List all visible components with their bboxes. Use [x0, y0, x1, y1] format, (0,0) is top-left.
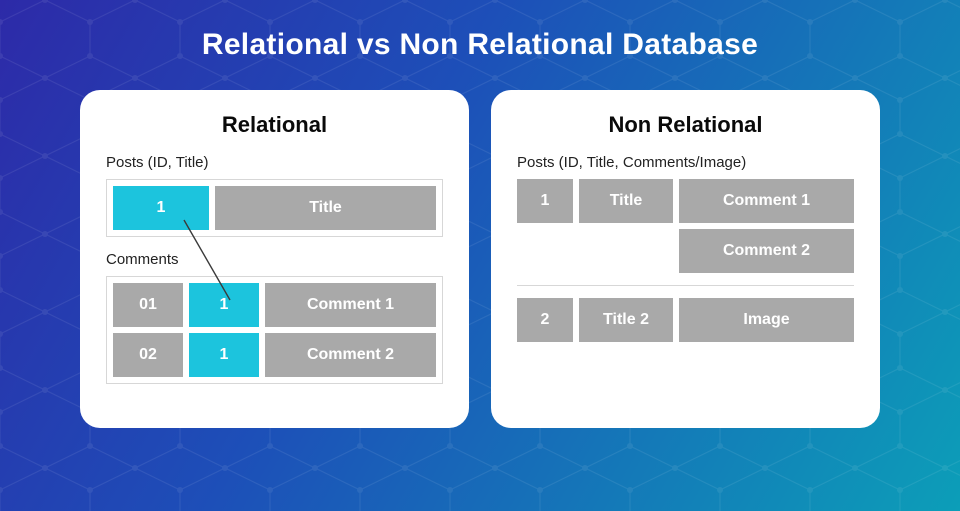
comment-seq-cell: 01	[113, 283, 183, 327]
nonrelational-posts-label: Posts (ID, Title, Comments/Image)	[517, 154, 854, 171]
table-row: Comment 2	[517, 229, 854, 273]
comment-seq-cell: 02	[113, 333, 183, 377]
relational-comments-label: Comments	[106, 251, 443, 268]
comment-fk-cell: 1	[189, 333, 259, 377]
nonrelational-documents: 1 Title Comment 1 Comment 2 2 Title 2 Im…	[517, 179, 854, 342]
doc-extra-cell: Image	[679, 298, 854, 342]
table-row: 1 Title	[113, 186, 436, 230]
document-divider	[517, 285, 854, 286]
posts-id-cell: 1	[113, 186, 209, 230]
doc-id-cell: 1	[517, 179, 573, 223]
comment-text-cell: Comment 2	[265, 333, 436, 377]
doc-id-cell: 2	[517, 298, 573, 342]
spacer	[579, 229, 673, 273]
posts-title-cell: Title	[215, 186, 436, 230]
relational-posts-label: Posts (ID, Title)	[106, 154, 443, 171]
relational-comments-table: 01 1 Comment 1 02 1 Comment 2	[106, 276, 443, 384]
table-row: 1 Title Comment 1	[517, 179, 854, 223]
main-title: Relational vs Non Relational Database	[0, 0, 960, 62]
relational-posts-table: 1 Title	[106, 179, 443, 237]
doc-extra-cell: Comment 1	[679, 179, 854, 223]
doc-extra-cell: Comment 2	[679, 229, 854, 273]
comment-fk-cell: 1	[189, 283, 259, 327]
doc-title-cell: Title	[579, 179, 673, 223]
panels-container: Relational Posts (ID, Title) 1 Title Com…	[0, 90, 960, 428]
spacer	[517, 229, 573, 273]
nonrelational-panel: Non Relational Posts (ID, Title, Comment…	[491, 90, 880, 428]
table-row: 02 1 Comment 2	[113, 333, 436, 377]
comment-text-cell: Comment 1	[265, 283, 436, 327]
relational-panel: Relational Posts (ID, Title) 1 Title Com…	[80, 90, 469, 428]
nonrelational-title: Non Relational	[517, 112, 854, 138]
relational-title: Relational	[106, 112, 443, 138]
table-row: 2 Title 2 Image	[517, 298, 854, 342]
table-row: 01 1 Comment 1	[113, 283, 436, 327]
doc-title-cell: Title 2	[579, 298, 673, 342]
